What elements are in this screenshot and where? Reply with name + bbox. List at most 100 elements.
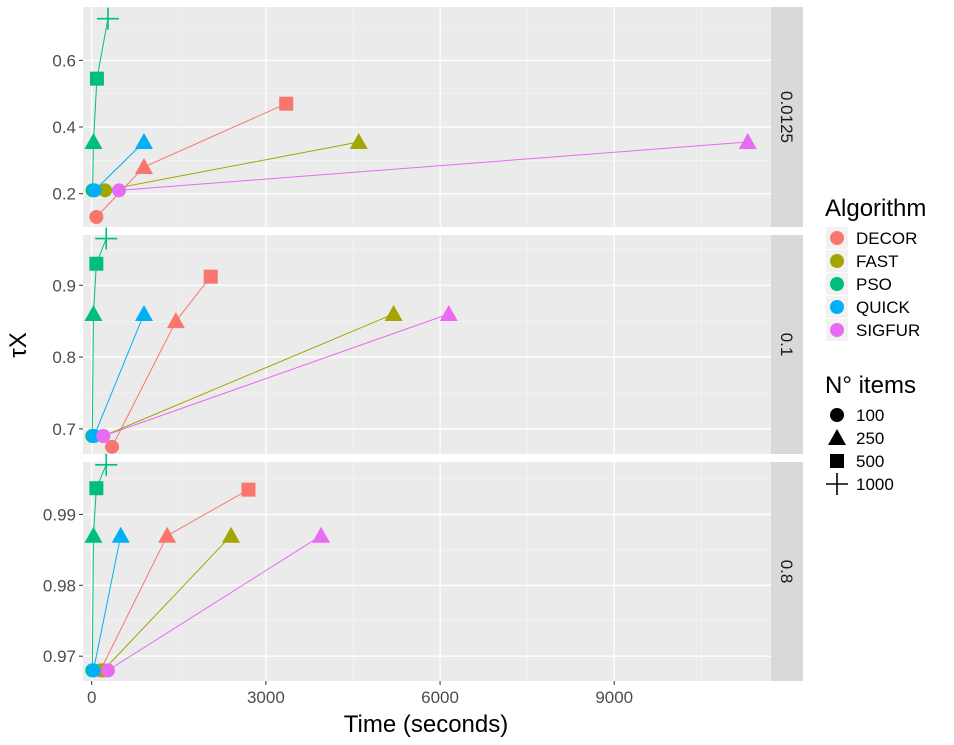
data-point-pso bbox=[84, 526, 103, 543]
panel-0.8: 0.97 0.98 0.99 0.8 bbox=[43, 453, 803, 681]
series-line-quick bbox=[94, 141, 145, 191]
x-tick-label: 3000 bbox=[247, 688, 285, 707]
data-point-pso bbox=[89, 71, 104, 86]
legend: Algorithm DECOR FAST PSO QUICK SIGFUR N° items… bbox=[825, 195, 926, 495]
y-tick-label: 0.97 bbox=[43, 647, 76, 666]
legend-entry-500: 500 bbox=[830, 452, 884, 471]
legend-title-algorithm: Algorithm bbox=[825, 195, 926, 222]
y-tick-label: 0.98 bbox=[43, 576, 76, 595]
legend-key-square bbox=[830, 454, 844, 468]
legend-entry-pso: PSO bbox=[826, 273, 892, 295]
facet-strip-label: 0.0125 bbox=[777, 91, 796, 143]
data-point-sigfur bbox=[738, 133, 757, 149]
legend-entry-sigfur: SIGFUR bbox=[826, 319, 920, 341]
data-point-sigfur bbox=[111, 183, 126, 198]
series-line-sigfur bbox=[107, 535, 322, 671]
series-line-pso bbox=[91, 464, 107, 671]
data-point-sigfur bbox=[312, 526, 331, 543]
legend-title-n-items: N° items bbox=[825, 372, 916, 399]
legend-entry-250: 250 bbox=[828, 429, 884, 448]
y-tick-label: 0.6 bbox=[52, 51, 76, 70]
legend-key-plus bbox=[826, 473, 848, 495]
legend-label: SIGFUR bbox=[856, 321, 920, 340]
legend-entry-decor: DECOR bbox=[826, 227, 917, 249]
facet-strip bbox=[771, 235, 803, 454]
x-tick-label: 9000 bbox=[595, 688, 633, 707]
data-point-decor bbox=[89, 210, 104, 224]
series-line-sigfur bbox=[103, 313, 449, 437]
data-point-fast bbox=[349, 133, 368, 149]
legend-entry-quick: QUICK bbox=[826, 296, 911, 318]
y-tick-label: 0.4 bbox=[52, 118, 76, 137]
data-point-decor bbox=[279, 96, 294, 111]
data-point-quick bbox=[111, 526, 130, 543]
data-point-decor bbox=[158, 526, 177, 543]
legend-entry-fast: FAST bbox=[826, 250, 899, 272]
y-tick-label: 0.2 bbox=[52, 185, 76, 204]
data-point-decor bbox=[241, 482, 256, 497]
data-point-quick bbox=[134, 133, 153, 149]
facet-strip bbox=[771, 7, 803, 227]
facet-strip bbox=[771, 462, 803, 681]
data-point-pso bbox=[89, 481, 104, 496]
panel-background bbox=[83, 7, 771, 227]
data-point-sigfur bbox=[439, 304, 458, 321]
panel-0.0125: 0.2 0.4 0.6 0.0125 bbox=[52, 7, 803, 227]
y-tick-label: 0.7 bbox=[52, 420, 76, 439]
data-point-pso bbox=[96, 7, 119, 30]
series-line-quick bbox=[93, 313, 145, 437]
x-tick-label: 6000 bbox=[421, 688, 459, 707]
legend-label: 500 bbox=[856, 452, 884, 471]
panel-background bbox=[83, 462, 771, 681]
legend-label: QUICK bbox=[856, 298, 911, 317]
data-point-quick bbox=[86, 663, 101, 678]
series-line-fast bbox=[103, 313, 394, 437]
data-point-pso bbox=[84, 304, 103, 321]
panel-background bbox=[83, 235, 771, 454]
panels-layer: 0.20.40.60.01250.70.80.90.10.970.980.990… bbox=[43, 7, 803, 681]
y-axis-title: τX bbox=[5, 332, 32, 358]
data-point-decor bbox=[203, 269, 218, 284]
facet-strip-label: 0.8 bbox=[777, 560, 796, 584]
legend-label: 100 bbox=[856, 406, 884, 425]
legend-key-circle bbox=[830, 408, 844, 422]
facet-strip-label: 0.1 bbox=[777, 333, 796, 357]
data-point-quick bbox=[134, 304, 153, 321]
series-line-pso bbox=[91, 238, 107, 437]
data-point-sigfur bbox=[96, 429, 111, 444]
data-point-fast bbox=[98, 183, 113, 198]
legend-label: 250 bbox=[856, 429, 884, 448]
legend-key-circle bbox=[830, 231, 844, 245]
panel-0.1: 0.7 0.8 0.9 0.1 bbox=[52, 227, 803, 454]
data-point-quick bbox=[87, 183, 102, 198]
data-point-pso bbox=[95, 227, 118, 250]
x-axis: 0 3000 6000 9000 bbox=[87, 681, 633, 707]
data-point-decor bbox=[134, 158, 153, 174]
data-point-fast bbox=[222, 526, 241, 543]
data-point-pso bbox=[95, 453, 118, 476]
x-tick-label: 0 bbox=[87, 688, 96, 707]
series-line-sigfur bbox=[118, 141, 748, 191]
data-point-decor bbox=[105, 439, 120, 454]
x-axis-title: Time (seconds) bbox=[344, 711, 508, 738]
data-point-pso bbox=[84, 133, 103, 149]
legend-entry-100: 100 bbox=[830, 406, 884, 425]
data-point-decor bbox=[166, 312, 185, 329]
y-tick-label: 0.9 bbox=[52, 276, 76, 295]
legend-entry-1000: 1000 bbox=[826, 473, 894, 495]
legend-label: FAST bbox=[856, 252, 899, 271]
legend-label: 1000 bbox=[856, 475, 894, 494]
legend-key-circle bbox=[830, 277, 844, 291]
legend-key-circle bbox=[830, 323, 844, 337]
series-line-fast bbox=[102, 535, 232, 671]
legend-label: PSO bbox=[856, 275, 892, 294]
data-point-fast bbox=[384, 304, 403, 321]
legend-label: DECOR bbox=[856, 229, 917, 248]
data-point-pso bbox=[89, 256, 104, 271]
series-line-quick bbox=[92, 535, 122, 671]
y-tick-label: 0.99 bbox=[43, 505, 76, 524]
legend-key-circle bbox=[830, 300, 844, 314]
y-tick-label: 0.8 bbox=[52, 348, 76, 367]
data-point-sigfur bbox=[100, 663, 115, 678]
